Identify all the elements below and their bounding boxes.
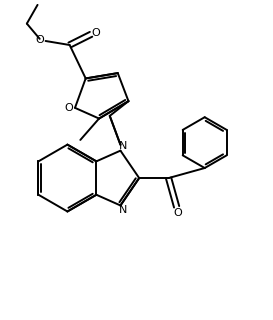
Text: O: O <box>91 28 100 38</box>
Text: O: O <box>64 103 73 113</box>
Text: N: N <box>118 205 127 215</box>
Text: N: N <box>118 141 127 151</box>
Text: O: O <box>35 35 44 45</box>
Text: O: O <box>174 208 182 218</box>
